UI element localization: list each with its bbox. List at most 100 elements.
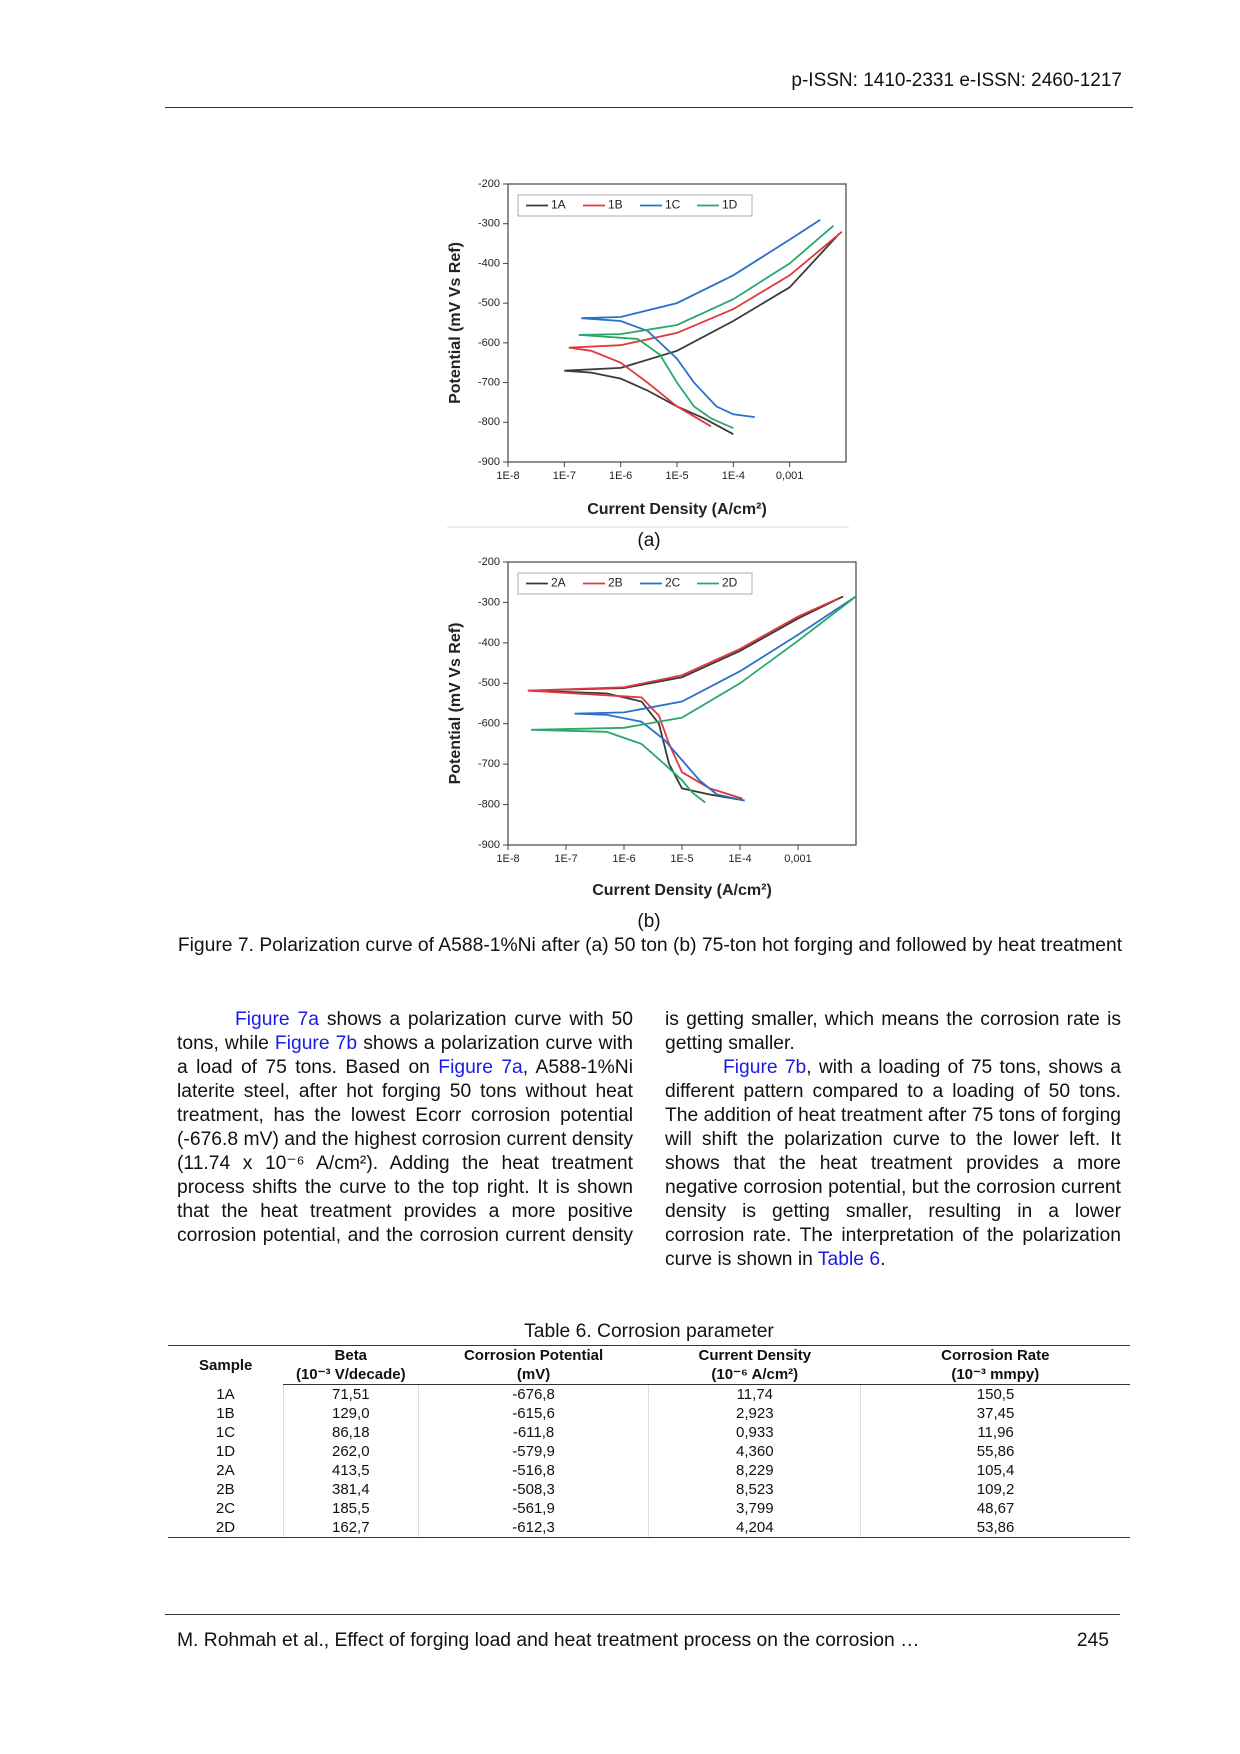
series-line: [581, 218, 821, 418]
legend-label: 2D: [722, 576, 738, 590]
table-cell: 37,45: [860, 1404, 1130, 1423]
table: Sample Beta Corrosion Potential Current Den…: [168, 1345, 1130, 1538]
table-cell: 2,923: [648, 1404, 861, 1423]
x-tick-label: 0,001: [776, 470, 804, 482]
x-axis-title: Current Density (A/cm²): [592, 882, 772, 899]
table-cell: 109,2: [860, 1480, 1130, 1499]
series-line: [578, 225, 835, 430]
y-tick-label: -900: [478, 839, 500, 851]
header-row: Sample Beta Corrosion Potential Current Den…: [168, 1345, 1130, 1385]
y-tick-label: -300: [478, 596, 500, 608]
table-cell: 262,0: [282, 1442, 419, 1461]
table-cell: -561,9: [417, 1499, 649, 1518]
table-title: Table 6. Corrosion parameter: [524, 1321, 774, 1342]
cross-reference[interactable]: Figure 7a: [438, 1057, 523, 1078]
table-cell: -579,9: [417, 1442, 649, 1461]
paragraph: Figure 7b, with a loading of 75 tons, sh…: [665, 1056, 1121, 1272]
y-tick-label: -800: [478, 416, 500, 428]
table-row: 1C 86,18 -611,8 0,933 11,96: [168, 1423, 1130, 1442]
legend-box: [517, 194, 753, 217]
table-row: 1B 129,0 -615,6 2,923 37,45: [168, 1404, 1130, 1423]
x-tick-label: 0,001: [784, 853, 812, 865]
x-tick-label: 1E-5: [665, 470, 688, 482]
figure: -200 -300 -400 -500 -600 -700 -800 -900 1E-8 1E-7…: [447, 178, 857, 899]
y-tick-label: -600: [478, 337, 500, 349]
table-cell: 2B: [216, 1481, 235, 1498]
series-line: [527, 595, 844, 802]
y-tick-label: -700: [478, 376, 500, 388]
table-cell: 48,67: [860, 1499, 1130, 1518]
y-axis-title: Potential (mV Vs Ref): [447, 623, 464, 785]
table-cell: 53,86: [860, 1518, 1130, 1538]
table-cell: 1A: [216, 1385, 235, 1403]
table-cell: 86,18: [282, 1423, 419, 1442]
legend-label: 1D: [722, 198, 738, 212]
table-cell: 1B: [216, 1405, 235, 1422]
x-tick-label: 1E-7: [553, 470, 576, 482]
cross-reference[interactable]: Figure 7a: [235, 1009, 319, 1030]
legend-label: 2B: [608, 576, 623, 590]
table-row: 2D 162,7 -612,3 4,204 53,86: [168, 1518, 1130, 1538]
series-line: [574, 595, 857, 802]
table-row: 2B 381,4 -508,3 8,523 109,2: [168, 1480, 1130, 1499]
table-cell: 11,96: [860, 1423, 1130, 1442]
y-tick-label: -500: [478, 297, 500, 309]
y-tick-label: -400: [478, 637, 500, 649]
table-cell: 381,4: [282, 1480, 419, 1499]
cross-reference[interactable]: Figure 7b: [723, 1057, 807, 1078]
column-title: Corrosion Potential: [418, 1345, 649, 1365]
series-line: [568, 231, 843, 428]
header-rule: [165, 107, 1133, 108]
text-run: .: [880, 1249, 886, 1270]
table-cell: 105,4: [860, 1461, 1130, 1480]
x-tick-label: 1E-6: [612, 853, 635, 865]
table-cell: 11,74: [648, 1384, 861, 1404]
y-tick-label: -700: [478, 758, 500, 770]
table-cell: -516,8: [417, 1461, 649, 1480]
x-tick-label: 1E-4: [728, 853, 751, 865]
y-tick-label: -600: [478, 718, 500, 730]
table-cell: 2A: [216, 1462, 235, 1479]
paragraph: Figure 7a shows a polarization curve wit…: [177, 1008, 1121, 1272]
table-cell: 150,5: [860, 1384, 1130, 1404]
series-line: [527, 597, 839, 800]
figure-caption: Figure 7. Polarization curve of A588-1%N…: [177, 935, 1123, 956]
x-tick-label: 1E-5: [670, 853, 693, 865]
page-number: 245: [1076, 1630, 1109, 1651]
x-axis-title: Current Density (A/cm²): [587, 501, 767, 518]
table-cell: 0,933: [648, 1423, 861, 1442]
table-cell: -612,3: [417, 1518, 649, 1538]
table-cell: 71,51: [282, 1384, 419, 1404]
table-cell: 413,5: [282, 1461, 419, 1480]
table-cell: -615,6: [417, 1404, 649, 1423]
text-run: , A588-1%Ni laterite steel, after hot fo…: [177, 1009, 1121, 1246]
table-cell: -676,8: [417, 1384, 649, 1404]
table-cell: 162,7: [282, 1518, 419, 1538]
table-cell: 8,523: [648, 1480, 861, 1499]
x-tick-label: 1E-7: [554, 853, 577, 865]
y-tick-label: -300: [478, 218, 500, 230]
cross-reference[interactable]: Table 6: [817, 1249, 881, 1270]
legend-label: 2A: [551, 576, 566, 590]
table-cell: -508,3: [417, 1480, 649, 1499]
plot-frame: [507, 561, 857, 846]
y-axis-title: Potential (mV Vs Ref): [447, 242, 464, 404]
text-run: shows a polarization curve with a load o…: [177, 1033, 633, 1078]
y-tick-label: -500: [478, 677, 500, 689]
table-cell: 2C: [215, 1500, 236, 1517]
y-tick-label: -200: [478, 178, 500, 190]
footer-citation: M. Rohmah et al., Effect of forging load…: [177, 1630, 920, 1651]
legend-box: [517, 572, 753, 595]
plot-frame: [507, 183, 847, 463]
table-cell: 185,5: [282, 1499, 419, 1518]
x-tick-label: 1E-4: [722, 470, 745, 482]
column-unit: (10⁻⁶ A/cm²): [648, 1365, 861, 1385]
table-cell: -611,8: [417, 1423, 649, 1442]
y-tick-label: -900: [478, 456, 500, 468]
table-row: 2C 185,5 -561,9 3,799 48,67: [168, 1499, 1130, 1518]
x-tick-label: 1E-8: [496, 470, 519, 482]
cross-reference[interactable]: Figure 7b: [274, 1033, 358, 1054]
legend-label: 2C: [665, 576, 681, 590]
table-row: 1D 262,0 -579,9 4,360 55,86: [168, 1442, 1130, 1461]
header-row: (10⁻³ V/decade) (mV) (10⁻⁶ A/cm²) (10⁻³ mmp…: [168, 1365, 1130, 1385]
